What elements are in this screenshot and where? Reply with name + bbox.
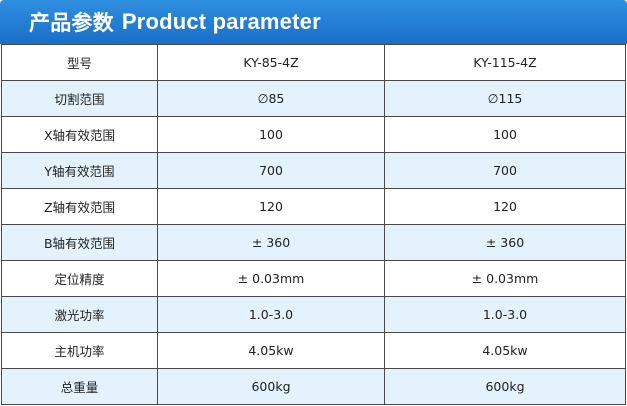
param-value: 100 (384, 116, 626, 153)
param-label-laser-power: 激光功率 (1, 296, 158, 333)
table-row: 型号 KY-85-4Z KY-115-4Z (1, 44, 626, 81)
param-value: ± 360 (384, 224, 626, 261)
section-header: 产品参数 Product parameter (0, 0, 627, 44)
param-value: 700 (157, 152, 385, 189)
param-value: 1.0-3.0 (384, 296, 626, 333)
param-label-total-weight: 总重量 (1, 368, 158, 405)
param-label-positioning-accuracy: 定位精度 (1, 260, 158, 297)
param-label-cutting-range: 切割范围 (1, 80, 158, 117)
param-value: KY-85-4Z (157, 44, 385, 81)
param-value: 1.0-3.0 (157, 296, 385, 333)
table-row: B轴有效范围 ± 360 ± 360 (1, 224, 626, 261)
param-label-y-axis: Y轴有效范围 (1, 152, 158, 189)
param-value: 120 (384, 188, 626, 225)
table-row: 切割范围 ∅85 ∅115 (1, 80, 626, 117)
table-row: 总重量 600kg 600kg (1, 368, 626, 405)
param-label-z-axis: Z轴有效范围 (1, 188, 158, 225)
param-value: 600kg (157, 368, 385, 405)
table-row: 激光功率 1.0-3.0 1.0-3.0 (1, 296, 626, 333)
param-label-x-axis: X轴有效范围 (1, 116, 158, 153)
parameter-table: 型号 KY-85-4Z KY-115-4Z 切割范围 ∅85 ∅115 X轴有效… (1, 44, 626, 405)
param-value: 4.05kw (384, 332, 626, 369)
param-value: ∅115 (384, 80, 626, 117)
param-value: ± 0.03mm (157, 260, 385, 297)
param-value: 700 (384, 152, 626, 189)
param-value: KY-115-4Z (384, 44, 626, 81)
param-value: ± 360 (157, 224, 385, 261)
param-label-host-power: 主机功率 (1, 332, 158, 369)
table-row: 定位精度 ± 0.03mm ± 0.03mm (1, 260, 626, 297)
section-title-cn: 产品参数 (29, 11, 114, 35)
param-value: 100 (157, 116, 385, 153)
param-value: 120 (157, 188, 385, 225)
table-row: Y轴有效范围 700 700 (1, 152, 626, 189)
param-label-b-axis: B轴有效范围 (1, 224, 158, 261)
param-value: ∅85 (157, 80, 385, 117)
table-row: 主机功率 4.05kw 4.05kw (1, 332, 626, 369)
table-row: Z轴有效范围 120 120 (1, 188, 626, 225)
section-title-en: Product parameter (121, 9, 321, 34)
param-value: 4.05kw (157, 332, 385, 369)
param-value: 600kg (384, 368, 626, 405)
param-value: ± 0.03mm (384, 260, 626, 297)
param-label-model: 型号 (1, 44, 158, 81)
table-row: X轴有效范围 100 100 (1, 116, 626, 153)
